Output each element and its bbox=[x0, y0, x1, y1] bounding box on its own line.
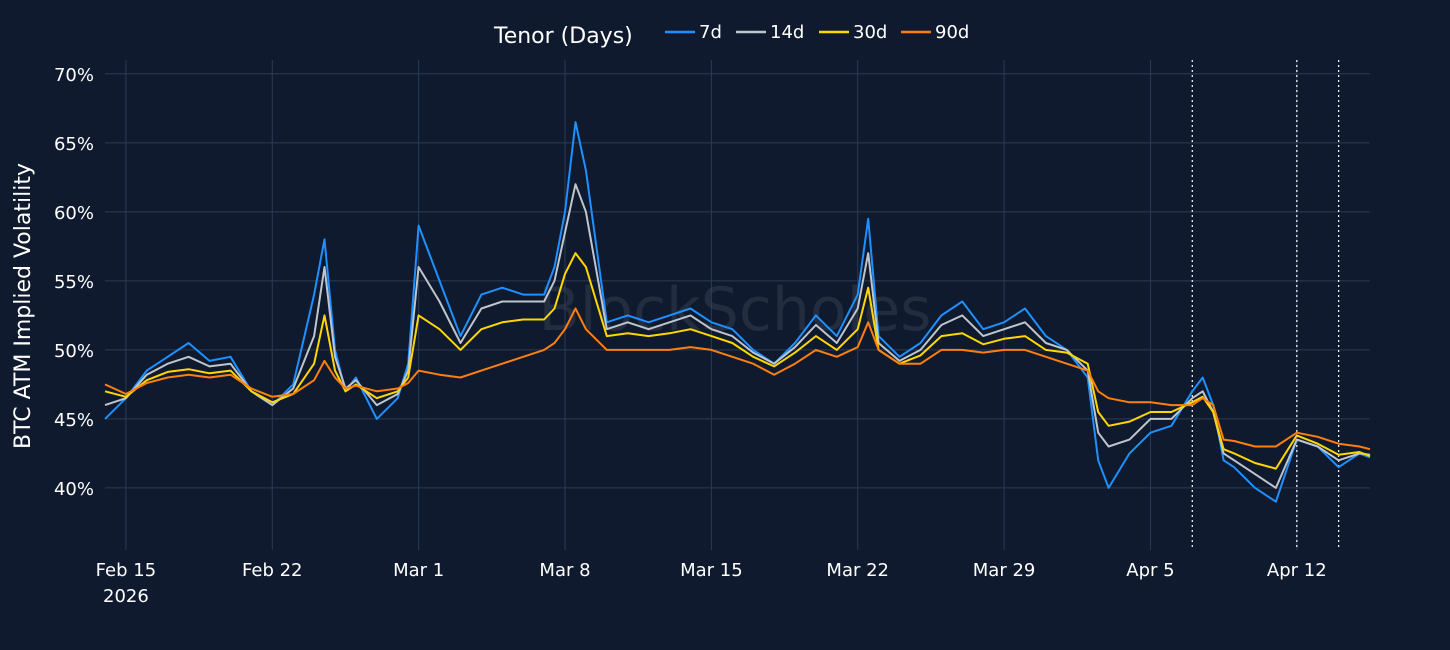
legend-label-90d: 90d bbox=[935, 22, 969, 43]
y-tick-label: 60% bbox=[54, 203, 94, 224]
x-tick-label: Feb 22 bbox=[242, 560, 303, 581]
y-tick-label: 55% bbox=[54, 272, 94, 293]
y-tick-label: 65% bbox=[54, 134, 94, 155]
x-tick-label: Apr 12 bbox=[1267, 560, 1327, 581]
legend-label-14d: 14d bbox=[770, 22, 804, 43]
y-tick-label: 45% bbox=[54, 410, 94, 431]
x-tick-label: Mar 29 bbox=[973, 560, 1036, 581]
y-tick-label: 70% bbox=[54, 65, 94, 86]
x-tick-sublabel: 2026 bbox=[103, 586, 149, 607]
series-lines bbox=[104, 121, 1371, 503]
series-line-90d bbox=[104, 307, 1371, 451]
legend-label-7d: 7d bbox=[699, 22, 722, 43]
y-axis-label: BTC ATM Implied Volatility bbox=[11, 163, 36, 449]
legend-title: Tenor (Days) bbox=[493, 24, 633, 49]
x-tick-label: Mar 1 bbox=[393, 560, 444, 581]
series-line-7d bbox=[104, 121, 1371, 503]
x-tick-label: Mar 15 bbox=[680, 560, 743, 581]
x-tick-label: Apr 5 bbox=[1126, 560, 1174, 581]
y-tick-label: 40% bbox=[54, 479, 94, 500]
event-markers bbox=[1191, 60, 1340, 550]
series-line-14d bbox=[104, 183, 1371, 489]
x-tick-label: Feb 15 bbox=[96, 560, 157, 581]
y-axis-ticks: 40% 45% 50% 55% 60% 65% 70% bbox=[54, 65, 94, 500]
x-tick-label: Mar 22 bbox=[826, 560, 889, 581]
legend: Tenor (Days) 7d 14d 30d 90d bbox=[493, 22, 969, 49]
x-tick-label: Mar 8 bbox=[539, 560, 590, 581]
series-line-30d bbox=[104, 252, 1371, 470]
x-axis-ticks: Feb 15 2026 Feb 22 Mar 1 Mar 8 Mar 15 Mar 22 Ma… bbox=[96, 560, 1327, 607]
y-tick-label: 50% bbox=[54, 341, 94, 362]
legend-label-30d: 30d bbox=[853, 22, 887, 43]
